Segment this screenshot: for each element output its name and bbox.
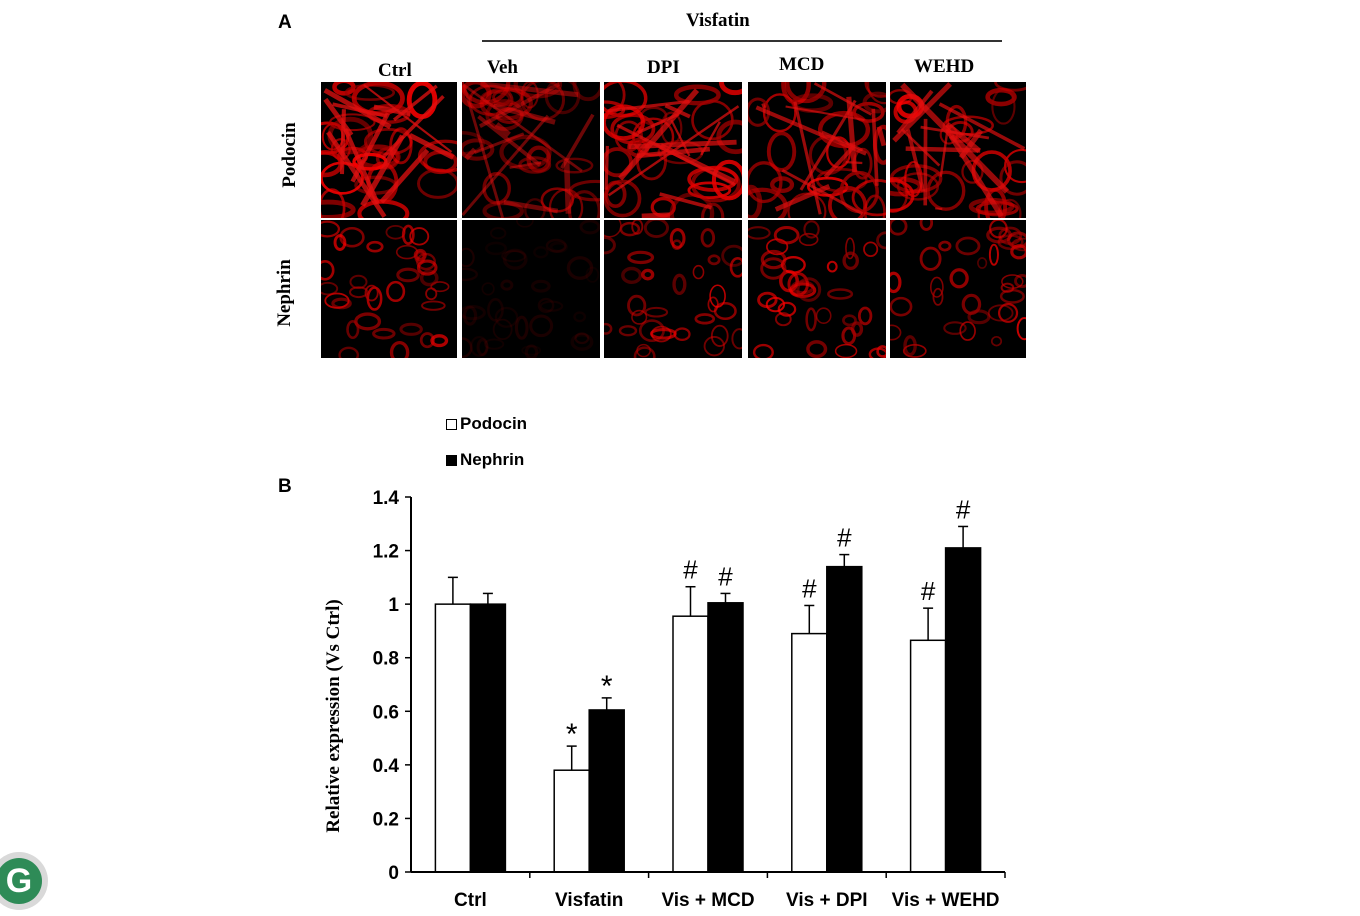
y-tick-label-2: 0.4 bbox=[373, 756, 400, 777]
legend-item-nephrin: Nephrin bbox=[446, 450, 524, 470]
micrograph-podocin-wehd bbox=[890, 82, 1026, 218]
micrograph-podocin-mcd bbox=[748, 82, 886, 218]
panel-b-letter: B bbox=[278, 476, 292, 497]
bar-nephrin-1 bbox=[588, 709, 625, 873]
bar-podocin-2 bbox=[672, 615, 709, 873]
column-label-ctrl: Ctrl bbox=[378, 60, 412, 81]
visfatin-group-label: Visfatin bbox=[686, 10, 750, 31]
significance-mark-nephrin-1: * bbox=[601, 670, 613, 703]
bar-podocin-4 bbox=[909, 639, 947, 873]
bar-nephrin-2 bbox=[707, 602, 744, 873]
column-label-wehd: WEHD bbox=[914, 56, 975, 77]
legend-label-nephrin: Nephrin bbox=[460, 450, 525, 469]
bar-nephrin-0 bbox=[469, 603, 507, 873]
x-tick-label-2: Vis + MCD bbox=[661, 890, 754, 911]
y-tick-label-1: 0.2 bbox=[373, 809, 399, 830]
y-tick-label-0: 0 bbox=[388, 863, 399, 884]
significance-mark-nephrin-4: # bbox=[956, 494, 971, 524]
x-tick-label-3: Vis + DPI bbox=[786, 890, 868, 911]
column-label-veh: Veh bbox=[487, 57, 518, 78]
y-tick-label-7: 1.4 bbox=[373, 488, 400, 509]
significance-mark-podocin-1: * bbox=[566, 718, 578, 751]
significance-mark-nephrin-2: # bbox=[718, 561, 733, 591]
bar-nephrin-3 bbox=[826, 565, 863, 873]
bar-podocin-1 bbox=[553, 769, 590, 873]
bar-podocin-0 bbox=[434, 603, 472, 873]
legend-item-podocin: Podocin bbox=[446, 414, 527, 434]
legend-swatch-nephrin bbox=[446, 454, 457, 466]
legend-label-podocin: Podocin bbox=[460, 414, 528, 433]
y-tick-label-3: 0.6 bbox=[373, 702, 399, 723]
significance-mark-podocin-2: # bbox=[683, 555, 698, 585]
panel-a-letter: A bbox=[278, 12, 292, 33]
publisher-logo-icon: G bbox=[0, 852, 48, 910]
significance-mark-nephrin-3: # bbox=[837, 523, 852, 553]
logo-glyph: G bbox=[0, 858, 42, 904]
column-label-mcd: MCD bbox=[779, 54, 825, 75]
micrograph-nephrin-wehd bbox=[890, 220, 1026, 358]
micrograph-nephrin-dpi bbox=[604, 220, 742, 358]
legend-swatch-podocin bbox=[446, 418, 457, 430]
x-tick-label-0: Ctrl bbox=[454, 890, 487, 911]
micrograph-podocin-veh bbox=[462, 82, 600, 218]
significance-mark-podocin-3: # bbox=[802, 573, 817, 603]
y-tick-label-5: 1 bbox=[388, 595, 399, 616]
bar-nephrin-4 bbox=[944, 547, 982, 873]
micrograph-nephrin-veh bbox=[462, 220, 600, 358]
micrograph-nephrin-mcd bbox=[748, 220, 886, 358]
micrograph-nephrin-ctrl bbox=[321, 220, 457, 358]
x-tick-label-4: Vis + WEHD bbox=[892, 890, 1000, 911]
significance-mark-podocin-4: # bbox=[921, 576, 936, 606]
micrograph-podocin-dpi bbox=[604, 82, 742, 218]
column-label-dpi: DPI bbox=[647, 57, 680, 78]
micrograph-podocin-ctrl bbox=[321, 82, 457, 218]
y-axis-label: Relative expression (Vs Ctrl) bbox=[323, 599, 344, 832]
y-tick-label-4: 0.8 bbox=[373, 649, 399, 670]
visfatin-group-line bbox=[482, 40, 1002, 42]
x-tick-label-1: Visfatin bbox=[555, 890, 623, 911]
bar-podocin-3 bbox=[791, 632, 828, 873]
y-tick-label-6: 1.2 bbox=[373, 542, 399, 563]
